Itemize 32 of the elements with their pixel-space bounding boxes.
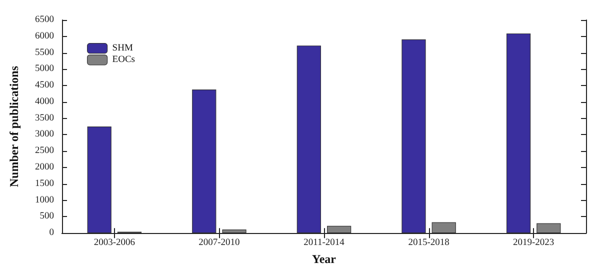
x-tick-label: 2011-2014 — [304, 238, 345, 248]
legend-label: SHM — [112, 43, 134, 54]
bar — [222, 229, 246, 234]
y-tick-label: 2500 — [35, 146, 54, 156]
bar — [192, 90, 216, 234]
y-tick-label: 4000 — [35, 96, 54, 107]
bar — [327, 226, 352, 234]
x-tick-label: 2015-2018 — [408, 238, 450, 248]
x-tick-label: 2007-2010 — [198, 238, 240, 248]
y-tick-label: 5000 — [35, 64, 54, 74]
bar — [506, 33, 531, 234]
legend-label: EOCs — [112, 54, 136, 65]
y-axis-title: Number of publications — [7, 66, 21, 188]
y-tick-label: 5500 — [35, 48, 54, 58]
y-tick-label: 0 — [49, 228, 54, 238]
y-tick-label: 3500 — [35, 113, 54, 124]
y-tick-label: 4500 — [35, 80, 54, 91]
y-tick-label: 2000 — [35, 162, 54, 173]
y-tick-label: 6000 — [35, 31, 54, 42]
x-tick-label: 2003-2006 — [94, 238, 136, 248]
y-tick-label: 1500 — [35, 178, 54, 189]
bar — [432, 222, 456, 234]
x-tick-label: 2019-2023 — [513, 238, 554, 248]
x-axis-title: Year — [312, 252, 337, 266]
bar — [402, 39, 426, 234]
bar — [87, 126, 112, 234]
bar — [296, 46, 321, 234]
y-tick-label: 500 — [40, 212, 54, 222]
y-tick-label: 6500 — [35, 15, 54, 25]
bar — [536, 223, 561, 234]
y-tick-label: 1000 — [35, 195, 54, 206]
y-tick-label: 3000 — [35, 130, 54, 140]
